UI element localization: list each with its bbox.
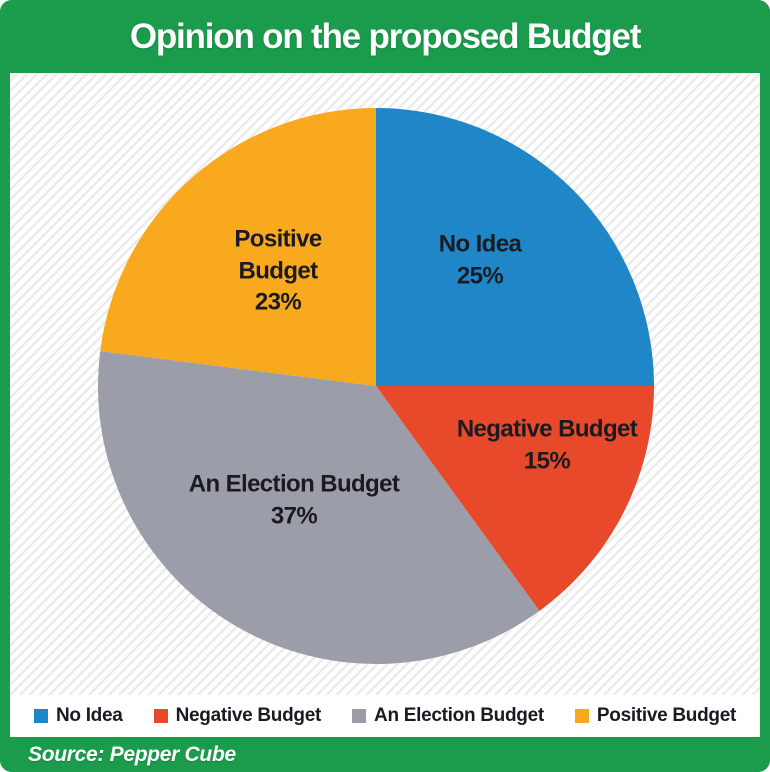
legend-item-positive-budget: Positive Budget [574,705,736,727]
pie-slice-positive-budget [100,108,376,386]
pie-slice-no-idea [376,108,654,386]
source-label: Source: Pepper Cube [28,742,236,766]
legend-item-negative-budget: Negative Budget [153,705,322,727]
legend-item-no-idea: No Idea [34,705,123,727]
legend-swatch-icon [352,709,367,723]
footer-bar: Source: Pepper Cube [0,737,770,772]
legend-item-label: No Idea [56,705,123,726]
legend-item-an-election-budget: An Election Budget [352,705,544,727]
legend-item-label: An Election Budget [374,705,544,726]
legend-item-label: Positive Budget [596,705,736,726]
legend-swatch-icon [34,709,48,723]
chart-area: No Idea 25% Negative Budget 15% An Elect… [10,73,760,695]
pie-chart [97,108,654,665]
pie-slice-an-election-budget [97,351,540,665]
legend-item-label: Negative Budget [175,705,322,726]
page-title: Opinion on the proposed Budget [129,16,642,56]
legend-swatch-icon [574,709,589,723]
legend: No Idea Negative Budget An Election Budg… [10,695,760,737]
header-bar: Opinion on the proposed Budget [0,0,770,73]
legend-swatch-icon [153,709,168,723]
pie-slice-negative-budget [376,386,654,611]
